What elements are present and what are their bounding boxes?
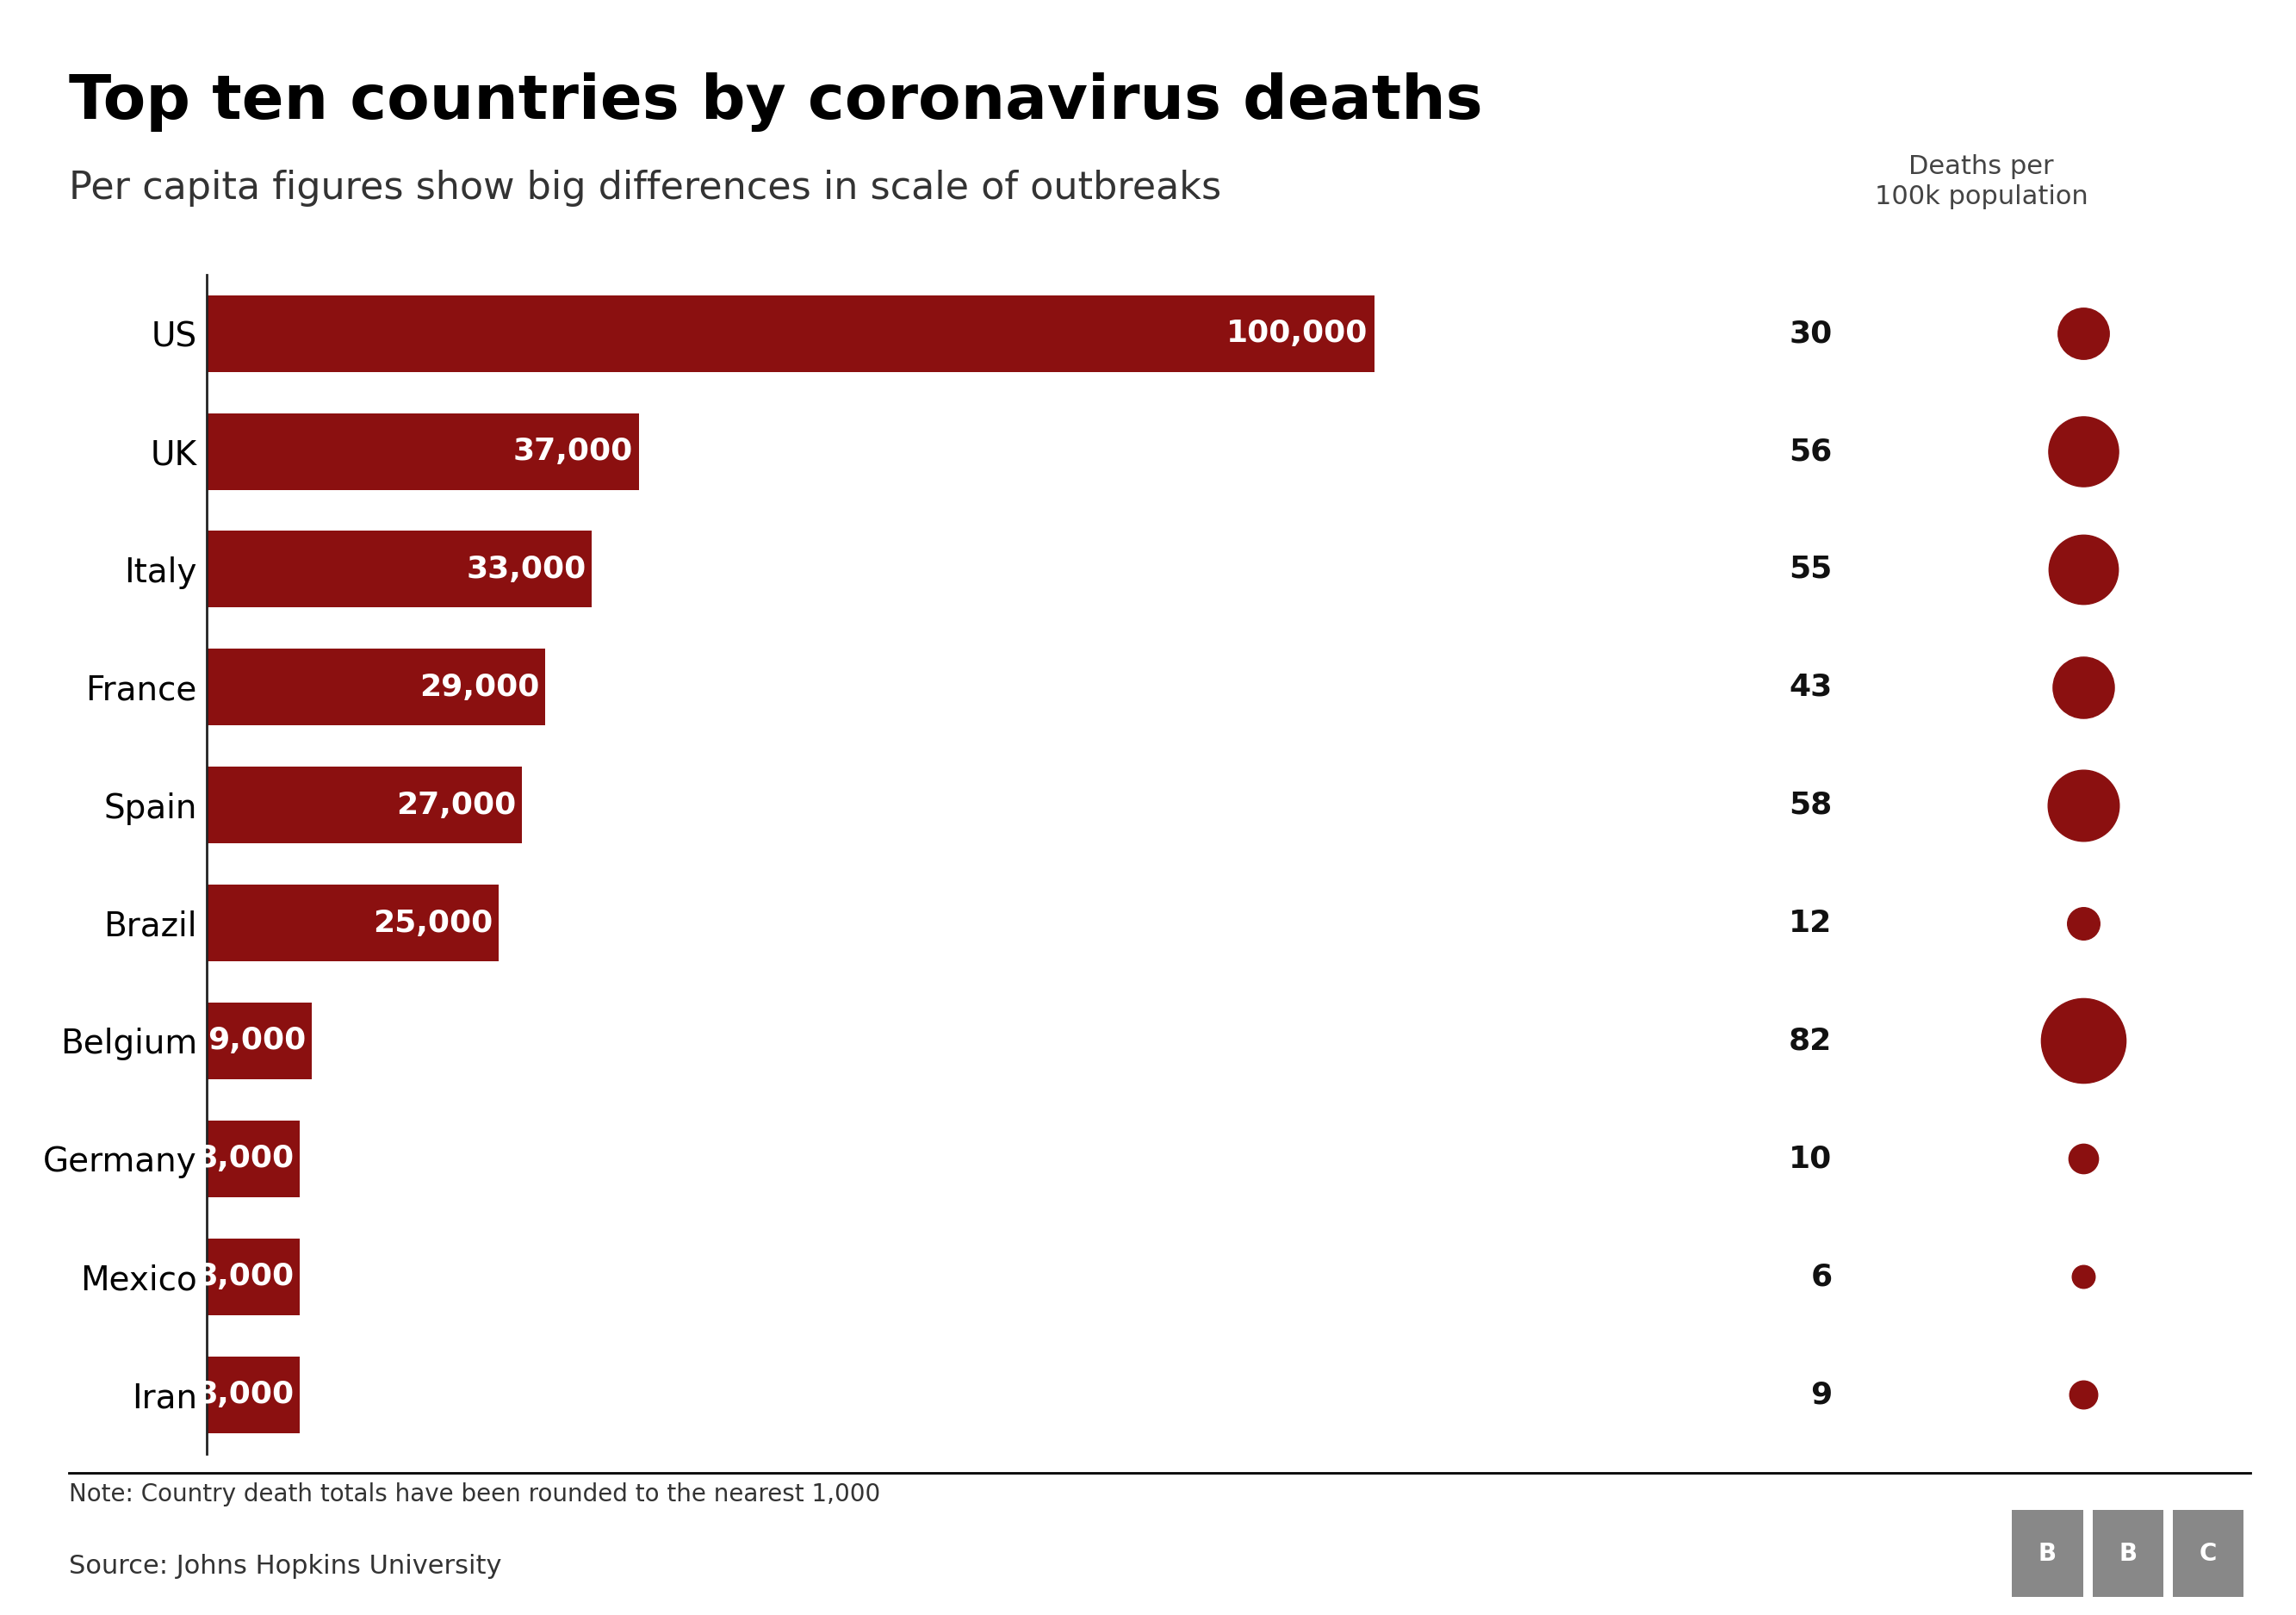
Text: C: C <box>2200 1542 2218 1565</box>
Point <box>2064 909 2101 935</box>
Text: Note: Country death totals have been rounded to the nearest 1,000: Note: Country death totals have been rou… <box>69 1483 879 1507</box>
Bar <box>207 767 521 843</box>
Text: Deaths per
100k population: Deaths per 100k population <box>1876 153 2087 210</box>
Text: 25,000: 25,000 <box>372 908 494 938</box>
Text: B: B <box>2119 1542 2138 1565</box>
Point <box>2064 1381 2101 1407</box>
Text: 27,000: 27,000 <box>397 790 517 820</box>
Bar <box>207 296 1373 371</box>
Bar <box>207 1357 301 1433</box>
Text: 56: 56 <box>1789 436 1832 467</box>
FancyBboxPatch shape <box>2172 1510 2243 1597</box>
Text: Per capita figures show big differences in scale of outbreaks: Per capita figures show big differences … <box>69 170 1221 207</box>
Text: 8,000: 8,000 <box>195 1261 294 1292</box>
Text: 8,000: 8,000 <box>195 1379 294 1410</box>
FancyBboxPatch shape <box>2092 1510 2163 1597</box>
Bar <box>207 1003 312 1079</box>
Text: Top ten countries by coronavirus deaths: Top ten countries by coronavirus deaths <box>69 73 1483 132</box>
Text: 9,000: 9,000 <box>207 1026 305 1056</box>
Text: 12: 12 <box>1789 908 1832 938</box>
Text: 82: 82 <box>1789 1026 1832 1056</box>
Bar <box>207 1121 301 1197</box>
Bar <box>207 1239 301 1315</box>
Text: 43: 43 <box>1789 672 1832 703</box>
Text: 30: 30 <box>1789 318 1832 349</box>
Point <box>2064 791 2101 817</box>
Text: 8,000: 8,000 <box>195 1143 294 1174</box>
Text: 33,000: 33,000 <box>466 554 585 585</box>
Bar <box>207 649 544 725</box>
Bar <box>207 413 638 489</box>
Text: 37,000: 37,000 <box>512 436 634 467</box>
Text: 9: 9 <box>1812 1379 1832 1410</box>
Point <box>2064 1263 2101 1289</box>
Bar <box>207 531 592 607</box>
Text: 55: 55 <box>1789 554 1832 585</box>
Bar <box>207 885 498 961</box>
FancyBboxPatch shape <box>2011 1510 2082 1597</box>
Text: 100,000: 100,000 <box>1226 318 1368 349</box>
Point <box>2064 1147 2101 1172</box>
Text: 29,000: 29,000 <box>420 672 540 703</box>
Text: Source: Johns Hopkins University: Source: Johns Hopkins University <box>69 1554 501 1578</box>
Point <box>2064 675 2101 701</box>
Text: B: B <box>2039 1542 2057 1565</box>
Text: 10: 10 <box>1789 1143 1832 1174</box>
Point <box>2064 438 2101 465</box>
Text: 58: 58 <box>1789 790 1832 820</box>
Point <box>2064 556 2101 581</box>
Point <box>2064 1027 2101 1053</box>
Text: 6: 6 <box>1812 1261 1832 1292</box>
Point <box>2064 320 2101 347</box>
